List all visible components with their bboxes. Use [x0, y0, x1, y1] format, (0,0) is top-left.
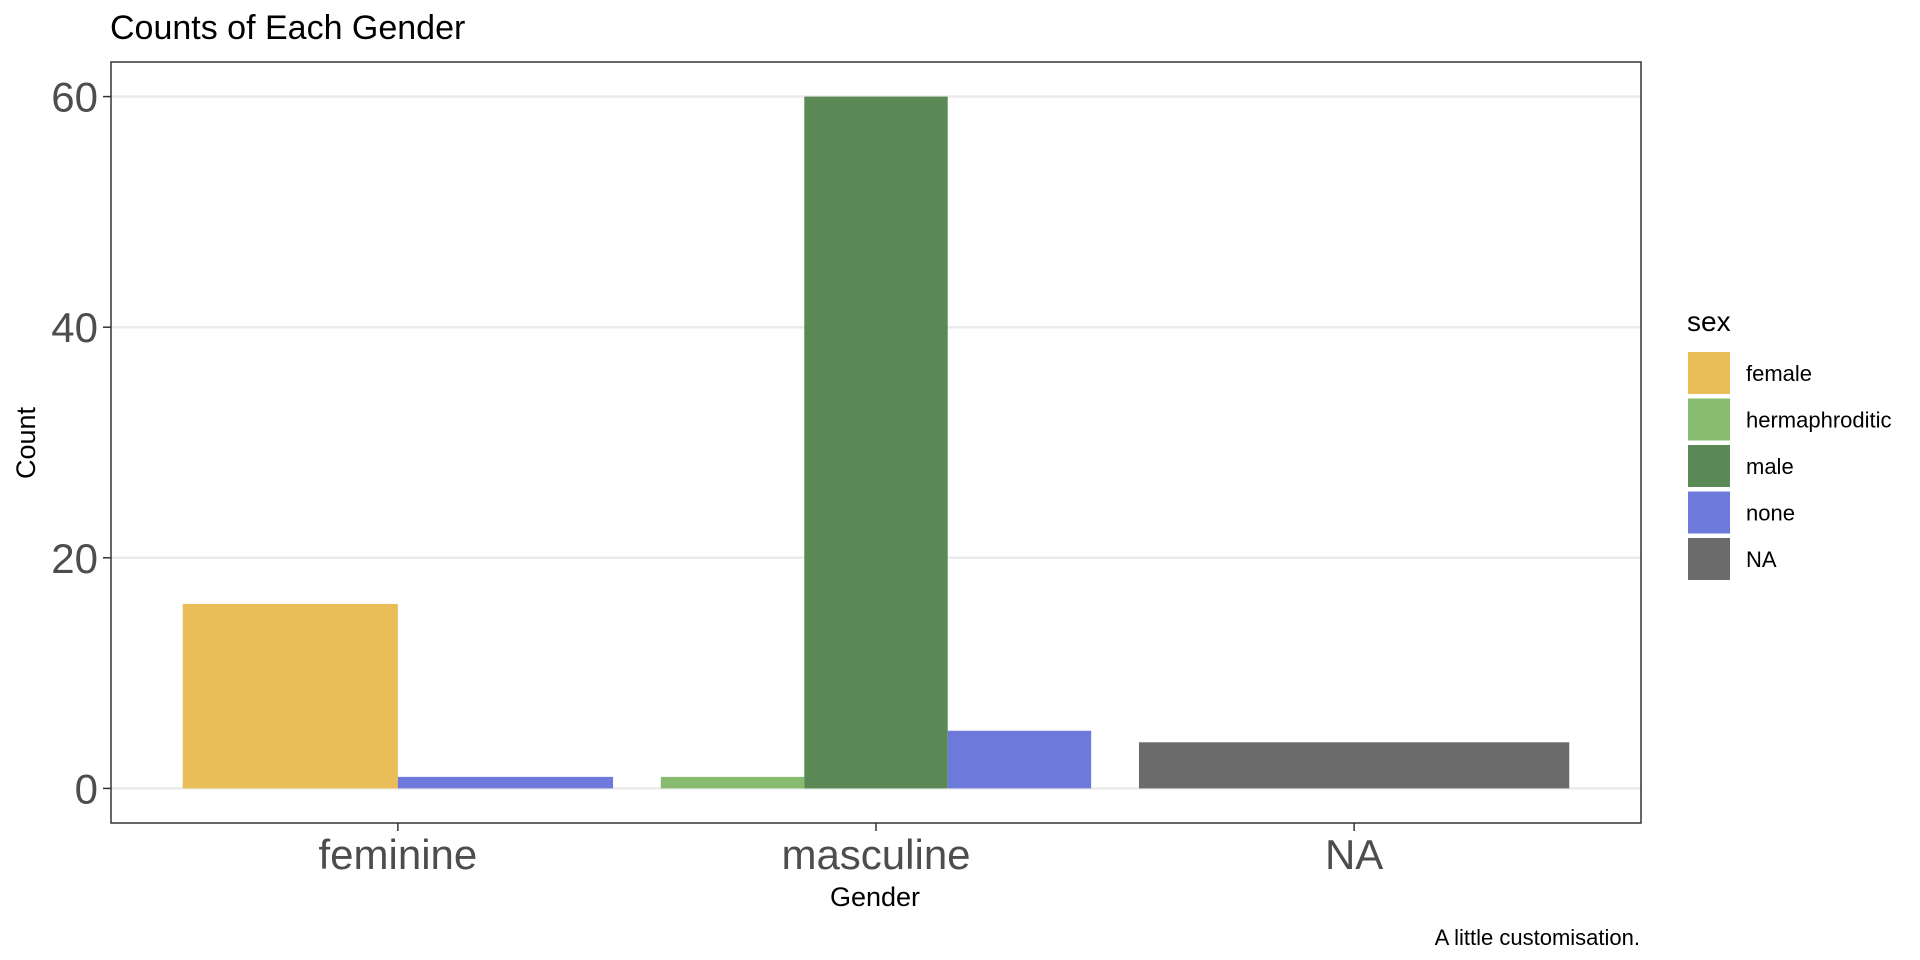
legend-label-none: none	[1746, 501, 1795, 526]
y-tick-label: 40	[51, 304, 98, 351]
legend-label-hermaphroditic: hermaphroditic	[1746, 408, 1892, 433]
y-axis: 0 20 40 60	[51, 74, 111, 812]
chart-caption: A little customisation.	[1435, 925, 1640, 950]
x-tick-label: NA	[1325, 831, 1383, 878]
legend-label-na: NA	[1746, 547, 1777, 572]
bar-masculine-none	[947, 730, 1092, 789]
y-tick-label: 20	[51, 535, 98, 582]
bar-na-na	[1138, 742, 1570, 789]
bar-feminine-none	[397, 776, 614, 789]
legend-swatch-female	[1688, 352, 1730, 394]
y-axis-title: Count	[11, 406, 41, 479]
x-tick-label: feminine	[318, 831, 477, 878]
bar-feminine-female	[182, 603, 398, 789]
chart-title: Counts of Each Gender	[110, 9, 465, 47]
bars	[182, 96, 1570, 789]
legend-swatch-none	[1688, 491, 1730, 534]
bar-masculine-hermaphroditic	[660, 776, 805, 789]
legend-swatch-male	[1688, 445, 1730, 487]
x-tick-label: masculine	[781, 831, 970, 878]
legend-label-female: female	[1746, 361, 1812, 386]
legend-label-male: male	[1746, 454, 1794, 479]
y-tick-label: 60	[51, 74, 98, 121]
legend-swatch-hermaphroditic	[1688, 398, 1730, 441]
bar-masculine-male	[804, 96, 948, 789]
y-tick-label: 0	[75, 765, 98, 812]
x-axis: feminine masculine NA	[318, 823, 1383, 878]
legend: sex female hermaphroditic male none NA	[1687, 306, 1892, 580]
legend-title: sex	[1687, 306, 1731, 337]
legend-swatch-na	[1688, 538, 1730, 580]
x-axis-title: Gender	[830, 882, 920, 912]
